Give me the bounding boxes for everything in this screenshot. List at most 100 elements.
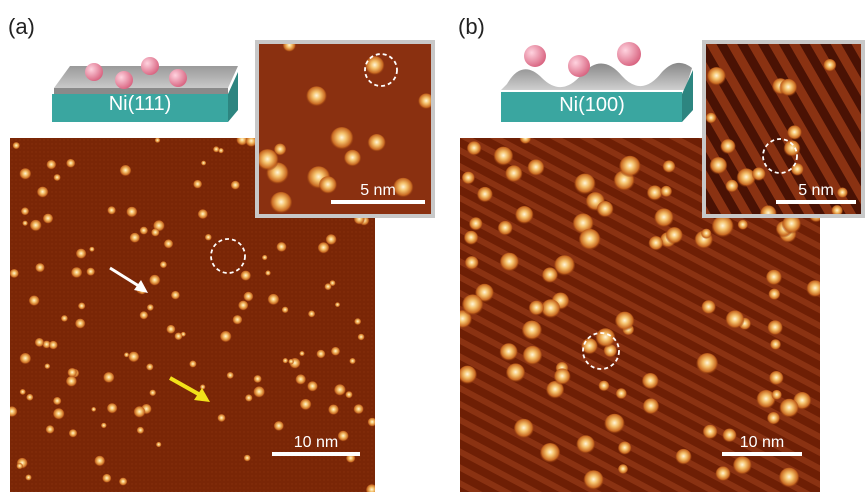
substrate-label-b: Ni(100) bbox=[559, 94, 625, 116]
cluster-blob bbox=[126, 206, 138, 218]
scalebar-main-a-label: 10 nm bbox=[293, 434, 339, 451]
cluster-blob bbox=[779, 78, 798, 97]
cluster-blob bbox=[581, 338, 598, 355]
cluster-blob bbox=[461, 294, 484, 316]
cluster-blob bbox=[787, 125, 802, 141]
cluster-blob bbox=[464, 256, 479, 271]
cluster-blob bbox=[346, 453, 356, 464]
cluster-blob bbox=[128, 351, 140, 363]
cluster-blob bbox=[166, 324, 176, 335]
cluster-blob bbox=[16, 462, 23, 470]
cluster-blob bbox=[596, 201, 614, 218]
cluster-blob bbox=[823, 59, 837, 72]
cluster-blob bbox=[154, 138, 161, 144]
cluster-blob bbox=[100, 422, 107, 429]
cluster-blob bbox=[725, 179, 739, 193]
cluster-blob bbox=[170, 290, 180, 300]
cluster-blob bbox=[65, 376, 77, 388]
scalebar-inset-a: 5 nm bbox=[331, 182, 425, 204]
cluster-blob bbox=[299, 351, 305, 357]
cluster-blob bbox=[354, 318, 362, 326]
cluster-blob bbox=[790, 163, 804, 177]
cluster-blob bbox=[497, 220, 513, 236]
cluster-blob bbox=[204, 234, 212, 241]
cluster-blob bbox=[219, 331, 232, 343]
cluster-blob bbox=[46, 160, 57, 170]
cluster-blob bbox=[756, 390, 776, 410]
cluster-blob bbox=[349, 358, 356, 365]
cluster-blob bbox=[10, 269, 19, 279]
cluster-blob bbox=[282, 358, 289, 364]
cluster-blob bbox=[515, 206, 534, 225]
cluster-blob bbox=[701, 228, 712, 239]
cluster-blob bbox=[189, 360, 197, 368]
cluster-blob bbox=[778, 467, 800, 488]
cluster-blob bbox=[768, 288, 781, 301]
cluster-blob bbox=[243, 291, 254, 302]
cluster-blob bbox=[68, 429, 78, 438]
scalebar-inset-b-label: 5 nm bbox=[798, 182, 834, 199]
cluster-blob bbox=[261, 254, 268, 261]
cluster-blob bbox=[22, 220, 28, 227]
cluster-blob bbox=[737, 219, 748, 231]
schematic-ni100 bbox=[497, 40, 702, 124]
cluster-blob bbox=[546, 381, 565, 399]
cluster-blob bbox=[837, 187, 848, 199]
cluster-blob bbox=[146, 304, 154, 312]
cluster-blob bbox=[595, 328, 616, 348]
cluster-blob bbox=[29, 219, 42, 232]
cluster-blob bbox=[648, 236, 664, 251]
cluster-blob bbox=[129, 232, 140, 244]
cluster-blob bbox=[133, 406, 146, 419]
cluster-blob bbox=[193, 179, 203, 189]
panel-label-b: (b) bbox=[458, 14, 485, 39]
cluster-blob bbox=[75, 318, 86, 329]
cluster-blob bbox=[281, 306, 289, 314]
cluster-blob bbox=[174, 332, 183, 341]
cluster-blob bbox=[527, 159, 545, 177]
cluster-blob bbox=[45, 425, 55, 435]
cluster-blob bbox=[146, 363, 154, 371]
cluster-blob bbox=[238, 300, 249, 311]
cluster-blob bbox=[253, 375, 262, 384]
cluster-blob bbox=[662, 160, 676, 174]
cluster-blob bbox=[245, 394, 253, 403]
cluster-blob bbox=[265, 270, 271, 276]
cluster-blob bbox=[42, 213, 54, 224]
cluster-blob bbox=[769, 371, 784, 386]
cluster-blob bbox=[782, 215, 801, 234]
white-arrow-icon bbox=[109, 266, 148, 293]
cluster-blob bbox=[654, 208, 674, 228]
cluster-blob bbox=[163, 239, 174, 249]
cluster-blob bbox=[66, 158, 76, 169]
cluster-blob bbox=[617, 441, 632, 456]
cluster-blob bbox=[86, 267, 95, 277]
cluster-blob bbox=[642, 398, 660, 415]
scalebar-main-b: 10 nm bbox=[722, 434, 802, 456]
cluster-blob bbox=[118, 477, 128, 486]
cluster-blob bbox=[519, 138, 532, 145]
scalebar-inset-a-label: 5 nm bbox=[360, 182, 396, 199]
cluster-blob bbox=[770, 339, 781, 351]
cluster-blob bbox=[603, 344, 618, 358]
cluster-blob bbox=[765, 269, 782, 286]
cluster-blob bbox=[367, 134, 386, 153]
cluster-blob bbox=[53, 174, 61, 182]
cluster-blob bbox=[583, 470, 604, 491]
inset-ni100: 5 nm bbox=[702, 40, 865, 218]
cluster-blob bbox=[53, 397, 62, 406]
cluster-blob bbox=[307, 381, 318, 392]
cluster-blob bbox=[660, 185, 673, 198]
cluster-blob bbox=[736, 168, 756, 188]
cluster-blob bbox=[541, 299, 561, 319]
cluster-blob bbox=[218, 148, 224, 154]
cluster-blob bbox=[139, 226, 148, 235]
cluster-blob bbox=[28, 295, 40, 307]
cluster-blob bbox=[159, 261, 167, 269]
cluster-blob bbox=[574, 173, 596, 195]
cluster-blob bbox=[365, 484, 375, 492]
cluster-blob bbox=[646, 185, 663, 201]
cluster-blob bbox=[540, 443, 561, 464]
cluster-blob bbox=[711, 215, 734, 238]
cluster-blob bbox=[60, 315, 68, 323]
